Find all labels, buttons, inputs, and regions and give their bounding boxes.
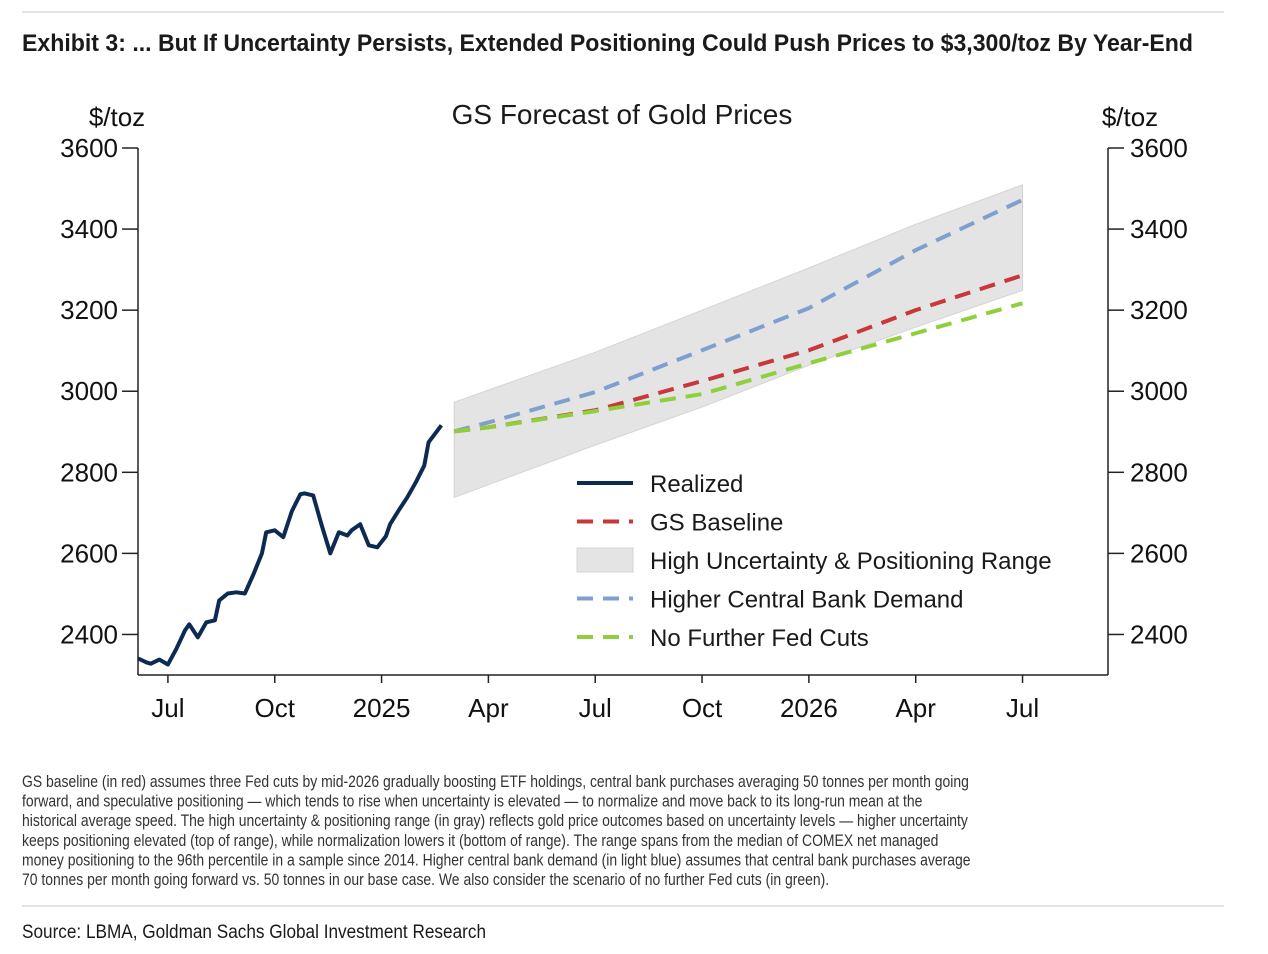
x-tick-label: 2025 xyxy=(353,693,411,723)
x-tick-label: Oct xyxy=(255,693,296,723)
x-tick-label: Jul xyxy=(151,693,184,723)
source: Source: LBMA, Goldman Sachs Global Inves… xyxy=(22,922,486,943)
y2-tick-label: 2600 xyxy=(1130,538,1188,568)
y2-tick-label: 3600 xyxy=(1130,133,1188,163)
y-tick-label: 3200 xyxy=(60,295,118,325)
x-tick-label: 2026 xyxy=(780,693,838,723)
y-tick-label: 3000 xyxy=(60,376,118,406)
legend-label: Higher Central Bank Demand xyxy=(650,587,964,614)
legend-label: GS Baseline xyxy=(650,510,783,537)
realized-line xyxy=(137,424,443,667)
note-line: forward, and speculative positioning — w… xyxy=(22,792,922,811)
y2-tick-label: 3000 xyxy=(1130,376,1188,406)
x-tick-label: Oct xyxy=(682,693,723,723)
legend-label: No Further Fed Cuts xyxy=(650,625,869,652)
exhibit-title: Exhibit 3: ... But If Uncertainty Persis… xyxy=(22,30,1193,57)
legend-label: High Uncertainty & Positioning Range xyxy=(650,548,1052,575)
note-line: money positioning to the 96th percentile… xyxy=(22,850,970,869)
x-tick-label: Apr xyxy=(468,693,509,723)
note-line: GS baseline (in red) assumes three Fed c… xyxy=(22,772,969,791)
y-tick-label: 2400 xyxy=(60,619,118,649)
y2-tick-label: 2400 xyxy=(1130,619,1188,649)
y-tick-label: 3400 xyxy=(60,214,118,244)
y-tick-label: 2800 xyxy=(60,457,118,487)
x-tick-label: Jul xyxy=(579,693,612,723)
y-axis-title: $/toz xyxy=(89,102,145,132)
range-area xyxy=(453,184,1024,499)
note-line: keeps positioning elevated (top of range… xyxy=(22,831,938,850)
y2-tick-label: 2800 xyxy=(1130,457,1188,487)
note-line: historical average speed. The high uncer… xyxy=(22,811,968,830)
chart-title: GS Forecast of Gold Prices xyxy=(452,99,793,130)
x-tick-label: Apr xyxy=(895,693,936,723)
forecast-line xyxy=(453,198,1024,434)
legend-label: Realized xyxy=(650,471,743,498)
forecast-line xyxy=(453,301,1024,434)
y-tick-label: 3600 xyxy=(60,133,118,163)
y2-tick-label: 3200 xyxy=(1130,295,1188,325)
y2-axis-title: $/toz xyxy=(1102,102,1158,132)
y-tick-label: 2600 xyxy=(60,538,118,568)
x-tick-label: Jul xyxy=(1006,693,1039,723)
y2-tick-label: 3400 xyxy=(1130,214,1188,244)
legend-swatch xyxy=(576,547,634,573)
note-line: 70 tonnes per month going forward vs. 50… xyxy=(22,870,829,889)
